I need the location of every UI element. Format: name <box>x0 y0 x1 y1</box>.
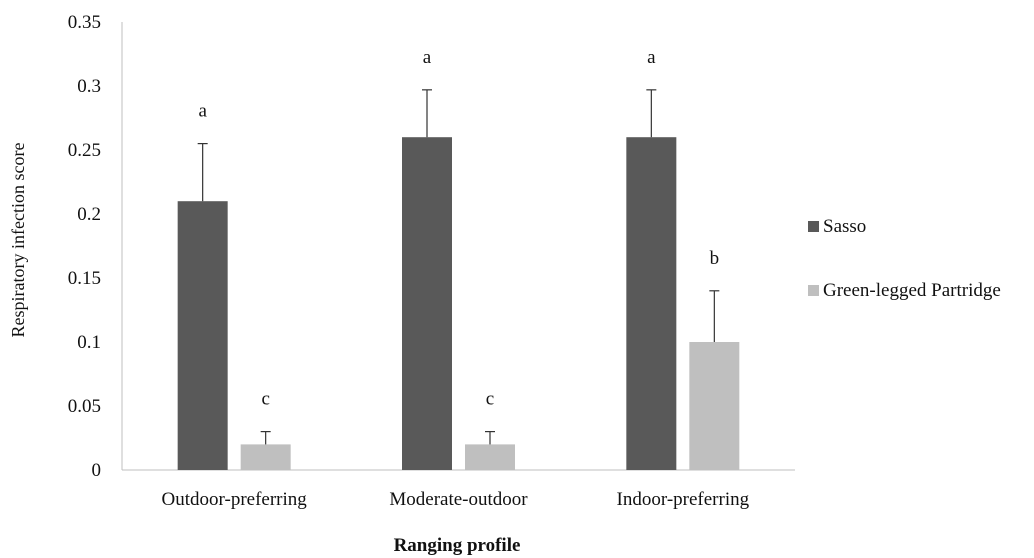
significance-letter: c <box>486 389 494 410</box>
significance-letter: b <box>710 248 720 269</box>
bar <box>402 137 452 470</box>
significance-letter: a <box>423 47 432 68</box>
y-tick-label: 0.35 <box>68 12 101 33</box>
bar <box>689 342 740 470</box>
legend: Sasso Green-legged Partridge <box>808 216 1001 301</box>
x-axis: Outdoor-preferring Moderate-outdoor Indoor… <box>122 469 795 510</box>
y-tick-label: 0.3 <box>77 76 101 97</box>
x-axis-title: Ranging profile <box>394 535 521 556</box>
significance-letter: c <box>261 389 269 410</box>
y-tick-label: 0.1 <box>77 332 101 353</box>
x-tick-label: Indoor-preferring <box>617 489 750 510</box>
y-tick-label: 0.05 <box>68 396 101 417</box>
bar <box>177 201 228 470</box>
y-tick-label: 0 <box>92 460 102 481</box>
bar <box>465 444 515 470</box>
significance-letter: a <box>198 101 207 122</box>
legend-label: Sasso <box>823 216 866 237</box>
x-tick-label: Moderate-outdoor <box>389 489 528 510</box>
bars: a c a c a b <box>177 47 740 470</box>
legend-label: Green-legged Partridge <box>823 280 1001 301</box>
legend-swatch <box>808 285 819 296</box>
y-axis-title: Respiratory infection score <box>8 143 28 338</box>
x-tick-label: Outdoor-preferring <box>162 489 308 510</box>
y-axis: 0 0.05 0.1 0.15 0.2 0.25 0.3 0.35 <box>68 12 123 481</box>
bar <box>626 137 677 470</box>
y-tick-label: 0.25 <box>68 140 101 161</box>
bar <box>240 444 291 470</box>
significance-letter: a <box>647 47 656 68</box>
legend-swatch <box>808 221 819 232</box>
y-tick-label: 0.2 <box>77 204 101 225</box>
y-tick-label: 0.15 <box>68 268 101 289</box>
